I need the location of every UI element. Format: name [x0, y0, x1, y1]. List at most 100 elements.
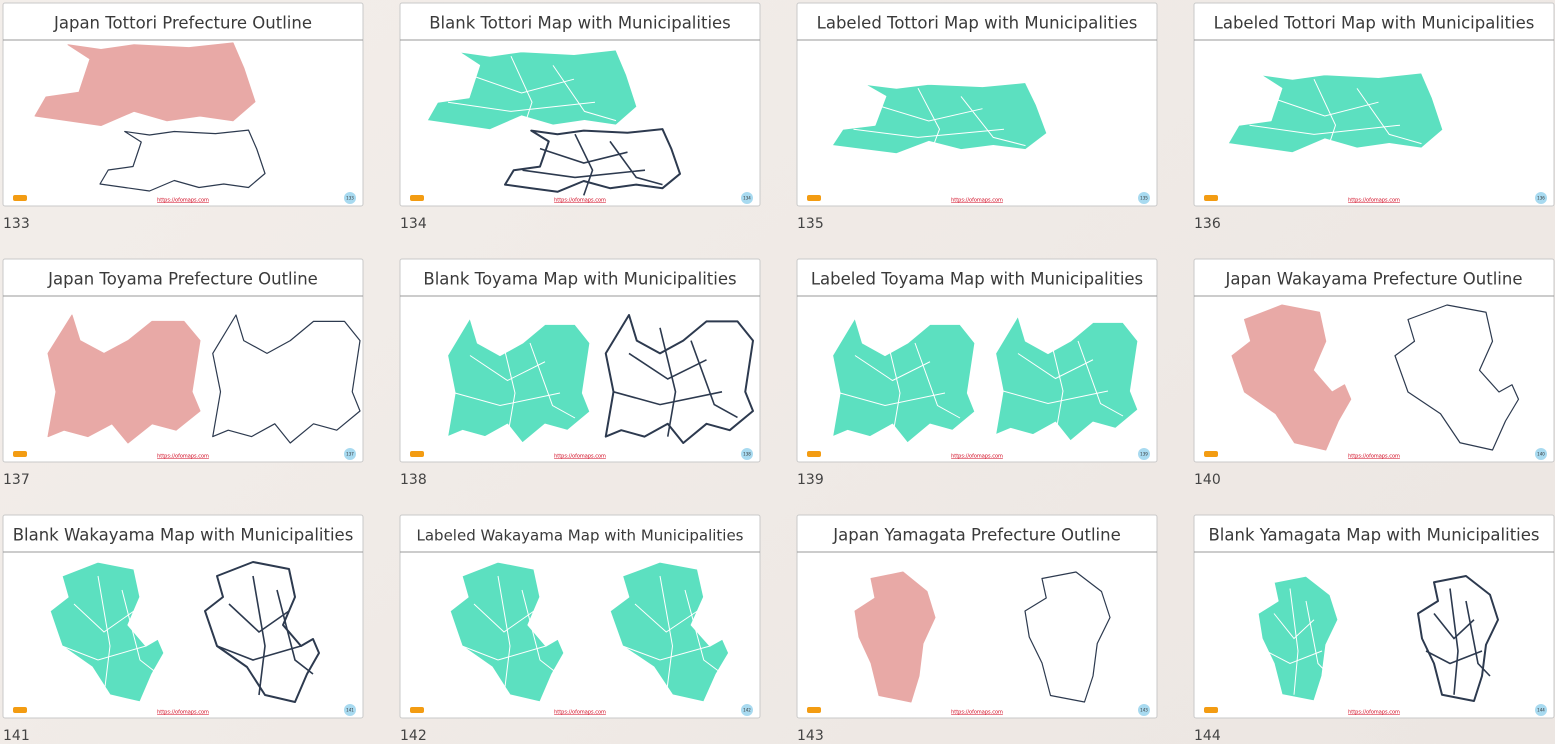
- municipality-border: [1273, 613, 1315, 640]
- municipality-border: [1305, 600, 1331, 677]
- municipality-border: [510, 55, 533, 135]
- slide-number: 135: [797, 216, 824, 232]
- slide-url: https://ofomaps.com: [157, 710, 209, 716]
- municipality-border: [461, 645, 547, 661]
- slide-number: 137: [3, 472, 30, 488]
- slide-title: Japan Yamagata Prefecture Outline: [832, 526, 1120, 545]
- slide-url: https://ofomaps.com: [554, 198, 606, 204]
- page-badge-number: 139: [1140, 452, 1148, 457]
- page-badge: [741, 448, 753, 460]
- logo: [13, 451, 27, 457]
- page-badge: [344, 448, 356, 460]
- slide-thumbnail[interactable]: Japan Yamagata Prefecture Outline https:/…: [796, 514, 1158, 719]
- municipality-border: [1433, 613, 1475, 640]
- map-shape: [1231, 304, 1352, 451]
- municipality-border: [690, 340, 738, 419]
- page-badge-number: 141: [346, 708, 354, 713]
- page-badge-number: 137: [346, 452, 354, 457]
- slide-url: https://ofomaps.com: [554, 710, 606, 716]
- municipality-border: [521, 589, 559, 675]
- municipality-border: [1356, 88, 1422, 145]
- slide-thumbnail[interactable]: Blank Wakayama Map with Municipalities ht…: [2, 514, 364, 719]
- slide-thumbnail[interactable]: Blank Toyama Map with Municipalities http…: [399, 258, 761, 463]
- municipality-border: [659, 575, 674, 696]
- page-badge-number: 133: [346, 196, 354, 201]
- logo: [807, 195, 821, 201]
- page-badge: [741, 704, 753, 716]
- logo: [410, 707, 424, 713]
- page-badge-number: 144: [1537, 708, 1545, 713]
- slide-url: https://ofomaps.com: [157, 454, 209, 460]
- slide-url: https://ofomaps.com: [951, 198, 1003, 204]
- page-badge-number: 135: [1140, 196, 1148, 201]
- slide-title: Blank Wakayama Map with Municipalities: [13, 526, 354, 545]
- logo: [13, 707, 27, 713]
- map-shape: [99, 129, 266, 192]
- municipality-border: [684, 589, 723, 675]
- slide-thumbnail[interactable]: Japan Toyama Prefecture Outline https://o…: [2, 258, 364, 463]
- municipality-border: [468, 74, 575, 94]
- map-shape: [831, 317, 976, 444]
- municipality-border: [1313, 78, 1337, 158]
- map-shape: [1257, 575, 1339, 702]
- slide-number: 139: [797, 472, 824, 488]
- slide-url: https://ofomaps.com: [951, 710, 1003, 716]
- slide-title: Japan Tottori Prefecture Outline: [53, 14, 312, 33]
- page-badge: [1535, 704, 1547, 716]
- slide-title: Blank Tottori Map with Municipalities: [429, 14, 731, 33]
- slide-title: Labeled Tottori Map with Municipalities: [817, 14, 1138, 33]
- municipality-border: [499, 330, 516, 437]
- municipality-border: [839, 392, 946, 407]
- slide-thumbnail[interactable]: Japan Tottori Prefecture Outline https://…: [2, 2, 364, 207]
- municipality-border: [853, 128, 1005, 138]
- municipality-border: [659, 327, 677, 437]
- municipality-border: [628, 352, 707, 380]
- slide-thumbnail[interactable]: Labeled Wakayama Map with Municipalities…: [399, 514, 761, 719]
- page-badge-number: 140: [1537, 452, 1545, 457]
- logo: [410, 195, 424, 201]
- slide-thumbnail[interactable]: Labeled Tottori Map with Municipalities h…: [1193, 2, 1555, 207]
- slide-thumbnail[interactable]: Blank Tottori Map with Municipalities htt…: [399, 2, 761, 207]
- logo: [410, 451, 424, 457]
- slide-number: 138: [400, 472, 427, 488]
- slide-title: Labeled Wakayama Map with Municipalities: [417, 527, 744, 545]
- municipality-border: [1077, 340, 1124, 417]
- municipality-border: [1265, 650, 1323, 665]
- page-badge-number: 142: [743, 708, 751, 713]
- page-badge: [344, 192, 356, 204]
- page-badge: [1138, 704, 1150, 716]
- slide-number: 144: [1194, 728, 1221, 744]
- page-badge-number: 138: [743, 452, 751, 457]
- map-shape: [1024, 571, 1111, 703]
- page-badge: [741, 192, 753, 204]
- municipality-border: [61, 645, 147, 661]
- municipality-border: [874, 104, 983, 122]
- map-shape: [1394, 304, 1520, 451]
- map-shape: [604, 314, 754, 444]
- slide-thumbnail[interactable]: Japan Wakayama Prefecture Outline https:/…: [1193, 258, 1555, 463]
- municipality-border: [552, 65, 617, 122]
- slide-title: Labeled Toyama Map with Municipalities: [811, 270, 1143, 289]
- page-badge: [1535, 192, 1547, 204]
- municipality-border: [121, 589, 159, 675]
- municipality-border: [1017, 353, 1094, 380]
- municipality-border: [622, 645, 711, 661]
- municipality-border: [252, 575, 266, 696]
- municipality-border: [1047, 328, 1064, 435]
- slide-thumbnail[interactable]: Blank Yamagata Map with Municipalities ht…: [1193, 514, 1555, 719]
- slide-thumbnail[interactable]: Labeled Toyama Map with Municipalities ht…: [796, 258, 1158, 463]
- slide-thumbnail[interactable]: Labeled Tottori Map with Municipalities h…: [796, 2, 1158, 207]
- municipality-border: [574, 133, 594, 196]
- municipality-border: [1449, 588, 1459, 695]
- map-shape: [212, 314, 361, 444]
- slide-number: 136: [1194, 216, 1221, 232]
- municipality-border: [884, 330, 901, 437]
- slide-url: https://ofomaps.com: [157, 198, 209, 204]
- municipality-border: [854, 355, 931, 382]
- municipality-border: [473, 603, 535, 633]
- municipality-border: [454, 392, 561, 407]
- municipality-border: [1249, 124, 1401, 135]
- municipality-border: [1465, 600, 1491, 677]
